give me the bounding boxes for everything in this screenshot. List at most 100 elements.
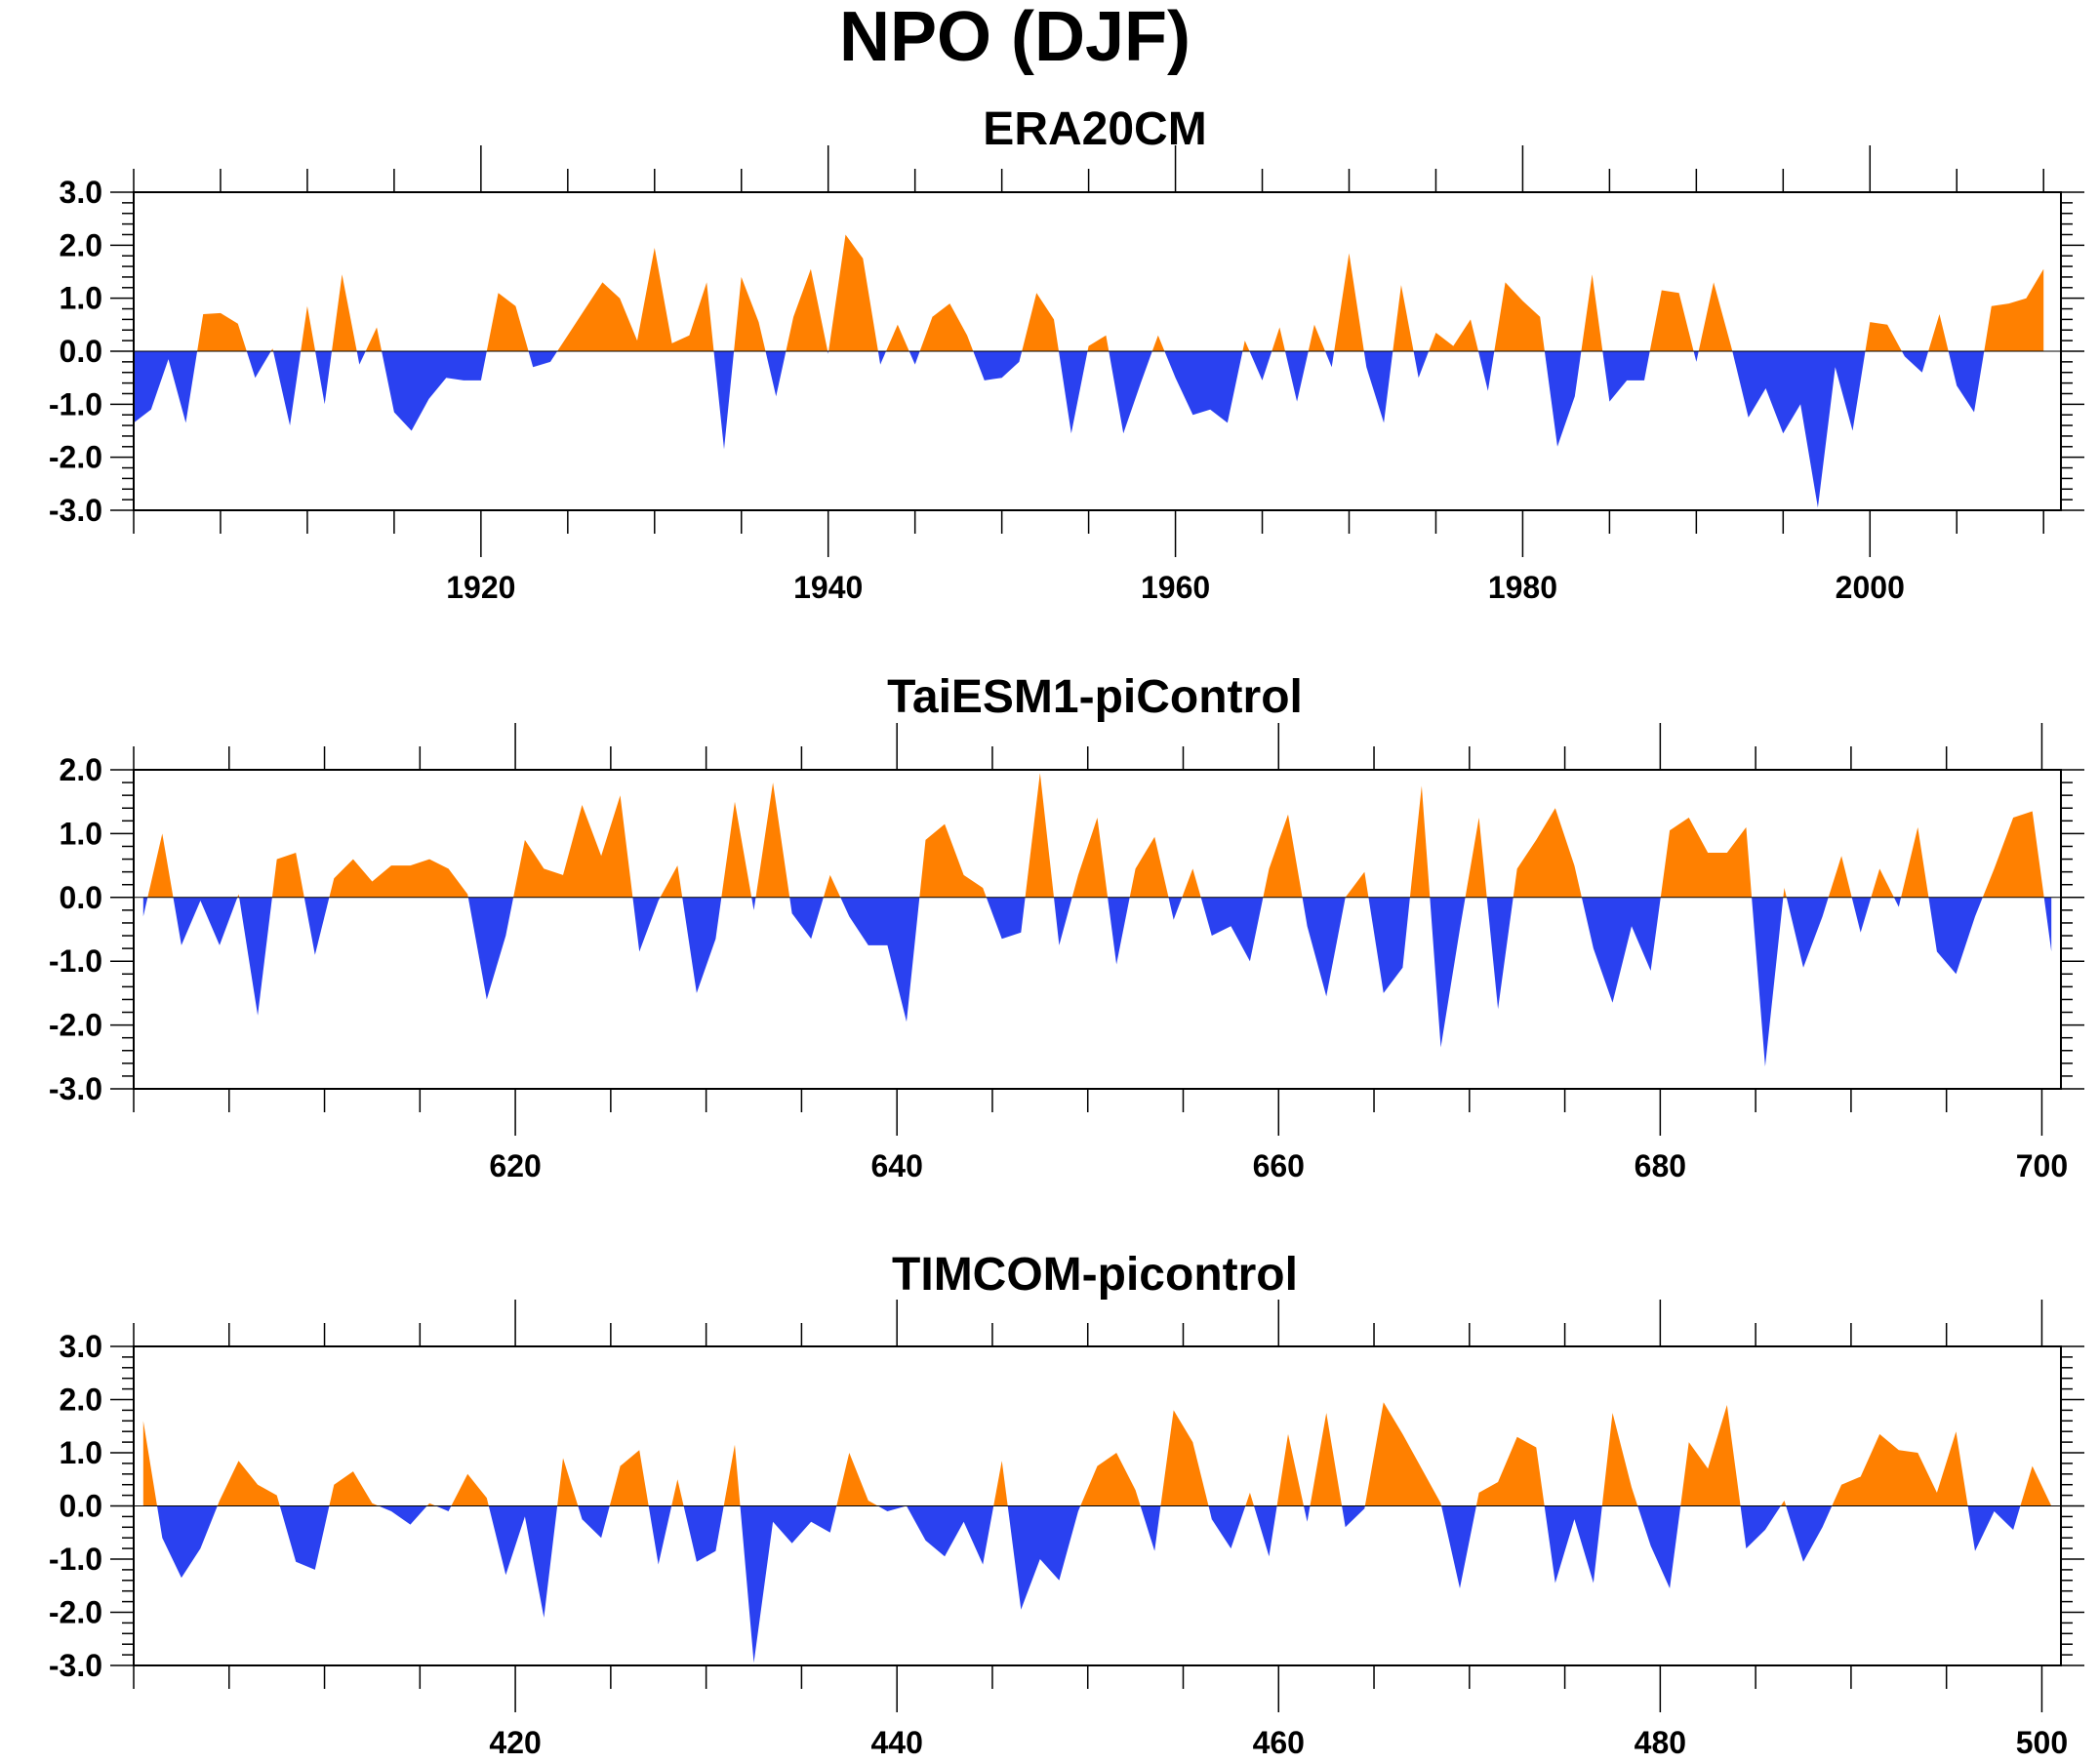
y-tick-label: -2.0 [49, 440, 102, 475]
negative-area [1637, 1505, 1681, 1588]
negative-area [1544, 351, 1582, 447]
positive-area [451, 1473, 489, 1506]
y-tick-label: -3.0 [49, 493, 102, 528]
positive-area [1865, 322, 1902, 351]
x-tick-label: 640 [870, 1148, 922, 1183]
negative-area [1249, 351, 1272, 381]
positive-area [1409, 785, 1431, 898]
positive-area [1087, 335, 1110, 351]
negative-area [303, 897, 330, 955]
y-tick-label: 0.0 [60, 880, 102, 915]
panel-plot-area: -3.0 -2.0 -1.0 0.0 1.0 2.0 3.0 1920 1940 1960 1980… [49, 145, 2084, 605]
positive-area [1272, 327, 1285, 351]
positive-area [1928, 314, 1949, 351]
positive-area [271, 853, 304, 898]
negative-area [1168, 897, 1183, 920]
plot-frame [133, 1345, 2062, 1666]
negative-area [908, 351, 920, 365]
positive-area [1780, 1501, 1787, 1506]
negative-area [1363, 351, 1393, 423]
negative-area [1164, 351, 1243, 423]
positive-area [1364, 1402, 1442, 1506]
positive-area [1182, 868, 1201, 898]
negative-area [1967, 1505, 2021, 1551]
positive-area [671, 1479, 684, 1506]
plot-frame [133, 769, 2062, 1090]
negative-area [1752, 897, 1784, 1067]
positive-area [786, 268, 828, 351]
negative-area [134, 351, 198, 423]
x-tick-label: 700 [2016, 1148, 2068, 1183]
y-tick-label: 1.0 [60, 1435, 102, 1470]
positive-area [1494, 282, 1545, 351]
positive-area [755, 782, 790, 898]
panel-title: TIMCOM-picontrol [892, 1249, 1298, 1301]
negative-area [1208, 1505, 1246, 1549]
positive-area [1308, 324, 1325, 351]
negative-area [877, 351, 886, 365]
y-tick-label: 2.0 [60, 227, 102, 262]
negative-area [648, 1505, 672, 1565]
panel-plot-area: -3.0 -2.0 -1.0 0.0 1.0 2.0 620 640 660 680 700 [49, 723, 2084, 1183]
positive-area [2020, 1465, 2052, 1506]
x-tick-label: 620 [489, 1148, 541, 1183]
negative-area [1368, 897, 1410, 993]
positive-area [557, 248, 714, 351]
positive-area [1071, 818, 1109, 898]
positive-area [1429, 319, 1478, 351]
positive-area [1334, 253, 1364, 351]
negative-area [246, 351, 271, 379]
positive-area [1245, 1492, 1254, 1506]
positive-area [1276, 1433, 1304, 1506]
negative-area [1054, 897, 1072, 945]
x-tick-label: 2000 [1836, 570, 1905, 605]
positive-area [237, 894, 240, 898]
positive-area [836, 1453, 878, 1506]
positive-area [1828, 856, 1852, 898]
positive-area [723, 1444, 741, 1506]
y-tick-label: 3.0 [60, 1329, 102, 1364]
negative-area [1928, 897, 1983, 975]
positive-area [734, 276, 766, 351]
negative-area [382, 351, 487, 431]
y-tick-label: -3.0 [49, 1648, 102, 1683]
positive-area [1901, 826, 1929, 898]
y-tick-label: 0.0 [60, 1489, 102, 1524]
negative-area [973, 351, 1023, 381]
positive-area [1263, 814, 1303, 898]
y-tick-label: -2.0 [49, 1595, 102, 1630]
positive-area [1160, 1410, 1209, 1506]
negative-area [157, 1505, 218, 1579]
positive-area [1393, 285, 1414, 351]
positive-area [1129, 836, 1169, 898]
negative-area [683, 1505, 724, 1562]
negative-area [1732, 351, 1866, 508]
y-tick-label: 1.0 [60, 281, 102, 316]
positive-area [1783, 888, 1787, 898]
y-tick-label: -3.0 [49, 1071, 102, 1106]
negative-area [1893, 897, 1902, 907]
positive-area [1982, 811, 2044, 898]
negative-area [378, 1505, 427, 1525]
negative-area [751, 897, 756, 910]
y-tick-label: 2.0 [60, 1383, 102, 1418]
x-tick-label: 1940 [793, 570, 863, 605]
positive-area [886, 324, 909, 351]
negative-area [273, 351, 302, 426]
y-tick-label: 2.0 [60, 752, 102, 787]
positive-area [329, 859, 468, 898]
positive-area [1475, 1436, 1545, 1506]
positive-area [147, 833, 174, 898]
negative-area [578, 1505, 610, 1539]
figure-title: NPO (DJF) [839, 0, 1191, 76]
panel-taiesm1-picontrol: TaiESM1-piControl -3.0 -2.0 -1.0 0.0 1.0 2.0 6… [49, 671, 2084, 1183]
panel-era20cm: ERA20CM -3.0 -2.0 -1.0 0.0 1.0 2.0 3.0 1920 1940… [49, 103, 2084, 605]
positive-area [426, 1503, 436, 1506]
y-tick-label: -1.0 [49, 386, 102, 421]
positive-area [1581, 274, 1603, 351]
negative-area [356, 351, 366, 365]
positive-area [1649, 290, 1694, 351]
negative-area [488, 1505, 558, 1618]
negative-area [2043, 897, 2052, 952]
x-tick-label: 500 [2016, 1725, 2068, 1760]
